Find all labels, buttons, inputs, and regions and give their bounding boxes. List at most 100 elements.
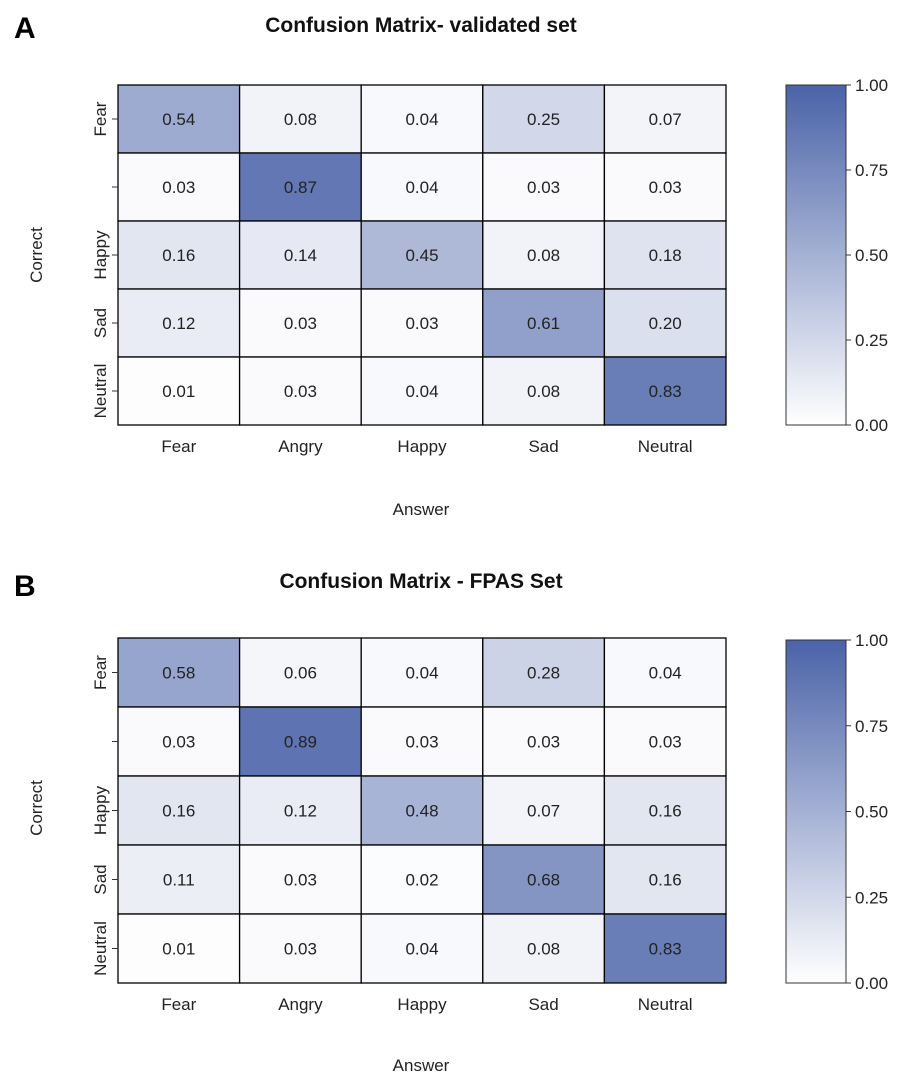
heatmap-cell xyxy=(238,84,362,154)
cell-value-label: 0.07 xyxy=(527,802,560,821)
x-tick-label: Fear xyxy=(161,437,196,456)
cell-value-label: 0.02 xyxy=(405,871,438,890)
cell-value-label: 0.25 xyxy=(527,110,560,129)
y-tick-label: Neutral xyxy=(91,921,110,976)
heatmap-cell xyxy=(603,220,727,290)
cell-value-label: 0.03 xyxy=(527,178,560,197)
colorbar-tick-label: 0.75 xyxy=(855,161,888,180)
cell-value-label: 0.03 xyxy=(162,733,195,752)
heatmap-cell xyxy=(117,152,241,222)
cell-value-label: 0.12 xyxy=(284,802,317,821)
heatmap-cell xyxy=(117,913,241,984)
heatmap-cell xyxy=(482,913,606,984)
heatmap-cell xyxy=(360,706,484,777)
y-tick-label: Fear xyxy=(91,655,110,690)
cell-value-label: 0.83 xyxy=(649,940,682,959)
colorbar-tick-label: 0.00 xyxy=(855,416,888,435)
heatmap-cell xyxy=(360,775,484,846)
cell-value-label: 0.03 xyxy=(405,733,438,752)
cell-value-label: 0.16 xyxy=(649,871,682,890)
cell-value-label: 0.16 xyxy=(162,246,195,265)
heatmap-cell xyxy=(482,84,606,154)
colorbar-b: 1.00 0.75 0.50 0.25 0.00 xyxy=(785,631,888,993)
x-tick-label: Angry xyxy=(278,437,323,456)
heatmap-cell xyxy=(360,84,484,154)
cell-value-label: 0.20 xyxy=(649,314,682,333)
cell-value-label: 0.87 xyxy=(284,178,317,197)
heatmap-cell xyxy=(603,637,727,708)
cell-value-label: 0.89 xyxy=(284,733,317,752)
heatmap-cell xyxy=(482,844,606,915)
colorbar-tick-label: 0.50 xyxy=(855,803,888,822)
heatmap-cell xyxy=(603,288,727,358)
heatmap-cell xyxy=(603,913,727,984)
heatmap-cell xyxy=(360,637,484,708)
cell-value-label: 0.03 xyxy=(284,871,317,890)
x-tick-label: Sad xyxy=(528,437,558,456)
x-tick-label: Happy xyxy=(397,437,447,456)
x-tick-label: Happy xyxy=(397,995,447,1014)
cell-value-label: 0.06 xyxy=(284,664,317,683)
heatmap-cell xyxy=(238,913,362,984)
heatmap-cell xyxy=(482,220,606,290)
cell-value-label: 0.28 xyxy=(527,664,560,683)
cell-value-label: 0.16 xyxy=(162,802,195,821)
colorbar-tick-label: 0.50 xyxy=(855,246,888,265)
cell-value-label: 0.04 xyxy=(405,940,438,959)
heatmap-cell xyxy=(238,356,362,426)
cell-value-label: 0.08 xyxy=(527,246,560,265)
x-tick-label: Neutral xyxy=(638,995,693,1014)
cell-value-label: 0.04 xyxy=(649,664,682,683)
heatmap-cell xyxy=(238,637,362,708)
x-tick-label: Fear xyxy=(161,995,196,1014)
panel-a: A Confusion Matrix- validated set 0.54 0.… xyxy=(14,12,888,519)
cell-value-label: 0.08 xyxy=(284,110,317,129)
heatmap-cell xyxy=(117,356,241,426)
heatmap-cell xyxy=(603,356,727,426)
cell-value-label: 0.04 xyxy=(405,664,438,683)
cell-value-label: 0.45 xyxy=(405,246,438,265)
cell-value-label: 0.03 xyxy=(284,940,317,959)
heatmap-cell xyxy=(360,356,484,426)
y-axis-label-b: Correct xyxy=(27,780,46,836)
cell-value-label: 0.03 xyxy=(162,178,195,197)
colorbar-tick-label: 0.25 xyxy=(855,888,888,907)
colorbar-tick-label: 1.00 xyxy=(855,76,888,95)
heatmap-cell xyxy=(482,288,606,358)
cell-value-label: 0.11 xyxy=(163,871,195,890)
cell-value-label: 0.16 xyxy=(649,802,682,821)
cell-value-label: 0.08 xyxy=(527,940,560,959)
heatmap-a: 0.54 0.08 0.04 0.25 0.07 0.03 0.87 0.04 0.03 0.03… xyxy=(91,84,727,456)
cell-value-label: 0.04 xyxy=(405,178,438,197)
colorbar-tick-label: 0.00 xyxy=(855,974,888,993)
x-axis-label-b: Answer xyxy=(393,1056,450,1075)
heatmap-cell xyxy=(238,775,362,846)
heatmap-b: 0.58 0.06 0.04 0.28 0.04 0.03 0.89 0.03 0.03 0.03… xyxy=(91,637,727,1014)
heatmap-cell xyxy=(482,775,606,846)
x-tick-label: Angry xyxy=(278,995,323,1014)
cell-value-label: 0.83 xyxy=(649,382,682,401)
heatmap-cell xyxy=(238,220,362,290)
x-tick-label: Sad xyxy=(528,995,558,1014)
panel-letter-a: A xyxy=(14,12,36,45)
cell-value-label: 0.12 xyxy=(162,314,195,333)
cell-value-label: 0.61 xyxy=(527,314,560,333)
heatmap-cell xyxy=(603,152,727,222)
y-tick-label: Happy xyxy=(91,785,110,835)
cell-value-label: 0.03 xyxy=(284,314,317,333)
colorbar-a: 1.00 0.75 0.50 0.25 0.00 xyxy=(785,76,888,435)
y-axis-label-a: Correct xyxy=(27,227,46,283)
colorbar-gradient xyxy=(785,639,847,984)
chart-title-b: Confusion Matrix - FPAS Set xyxy=(279,570,562,593)
cell-value-label: 0.48 xyxy=(405,802,438,821)
cell-value-label: 0.04 xyxy=(405,110,438,129)
heatmap-cell xyxy=(360,844,484,915)
cell-value-label: 0.03 xyxy=(527,733,560,752)
heatmap-cell xyxy=(482,637,606,708)
heatmap-cell xyxy=(117,84,241,154)
colorbar-tick-label: 1.00 xyxy=(855,631,888,650)
heatmap-cell xyxy=(238,844,362,915)
colorbar-tick-label: 0.75 xyxy=(855,717,888,736)
y-tick-label: Sad xyxy=(91,864,110,894)
